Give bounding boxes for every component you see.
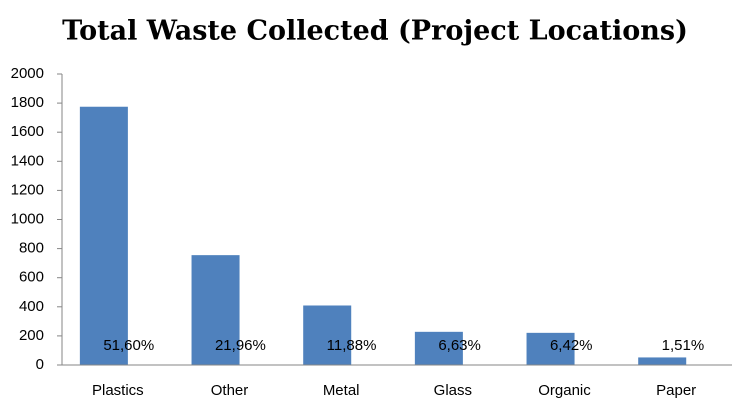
percent-label: 6,42% bbox=[550, 337, 593, 354]
y-tick-label: 200 bbox=[19, 327, 44, 344]
percent-label: 21,96% bbox=[215, 337, 266, 354]
y-tick-label: 1200 bbox=[11, 181, 44, 198]
percent-label: 6,63% bbox=[438, 337, 481, 354]
bar bbox=[414, 331, 463, 365]
y-tick-label: 1800 bbox=[11, 94, 44, 111]
bar bbox=[79, 106, 128, 366]
x-tick-label: Organic bbox=[538, 382, 591, 399]
percent-label: 51,60% bbox=[103, 337, 154, 354]
y-tick-label: 1000 bbox=[11, 210, 44, 227]
x-tick-label: Metal bbox=[323, 382, 360, 399]
y-tick-label: 400 bbox=[19, 298, 44, 315]
y-tick-label: 600 bbox=[19, 269, 44, 286]
x-tick-label: Other bbox=[211, 382, 249, 399]
x-tick-label: Glass bbox=[434, 382, 472, 399]
bar bbox=[638, 357, 687, 365]
y-tick-label: 0 bbox=[36, 356, 44, 373]
y-tick-label: 1400 bbox=[11, 152, 44, 169]
percent-label: 1,51% bbox=[662, 337, 705, 354]
y-tick-label: 1600 bbox=[11, 123, 44, 140]
bar bbox=[526, 332, 575, 365]
chart-title: Total Waste Collected (Project Locations… bbox=[62, 16, 688, 47]
y-tick-label: 2000 bbox=[11, 65, 44, 82]
bar bbox=[191, 255, 240, 365]
y-tick-label: 800 bbox=[19, 240, 44, 257]
percent-label: 11,88% bbox=[327, 337, 377, 354]
x-tick-label: Paper bbox=[656, 382, 696, 399]
x-tick-label: Plastics bbox=[92, 382, 144, 399]
bar bbox=[303, 305, 352, 365]
